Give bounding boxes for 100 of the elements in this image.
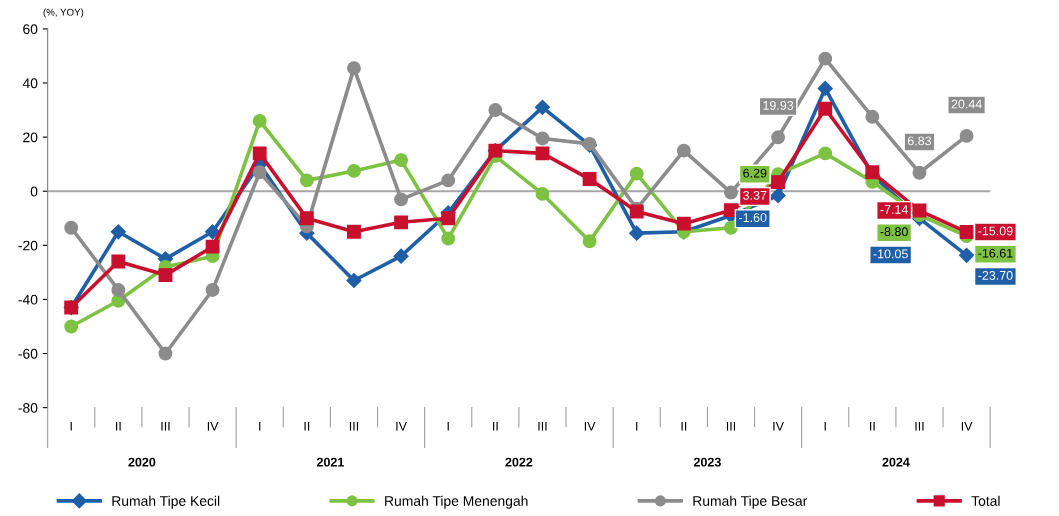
data-label: -7.14 (880, 205, 908, 214)
point (959, 247, 975, 263)
point (346, 272, 362, 289)
point (629, 166, 644, 181)
point (347, 224, 361, 239)
point (818, 101, 833, 116)
point (111, 283, 126, 297)
point (299, 211, 314, 226)
x-tick-label: IV (584, 421, 596, 431)
point (393, 248, 409, 264)
data-label: 6.29 (743, 168, 767, 178)
data-label: 3.37 (743, 190, 767, 200)
point (158, 268, 173, 283)
point (64, 319, 79, 334)
x-tick-label: IV (207, 421, 219, 431)
point (959, 225, 974, 239)
data-label: -16.61 (978, 248, 1013, 258)
x-tick-label: I (636, 421, 638, 431)
y-tick-label: -60 (18, 348, 38, 359)
point (629, 225, 645, 241)
point (347, 163, 361, 178)
point (771, 175, 786, 190)
data-label: 6.83 (907, 136, 932, 146)
x-tick-label: III (915, 421, 924, 431)
data-label: -8.80 (880, 227, 908, 237)
legend-label: Rumah Tipe Menengah (385, 495, 528, 509)
x-tick-label: IV (773, 421, 784, 431)
data-label: -1.60 (739, 213, 767, 222)
point (64, 220, 79, 235)
text: 2024 (882, 457, 910, 467)
point (441, 173, 456, 188)
point (111, 254, 126, 269)
point (394, 153, 409, 168)
point (865, 109, 880, 124)
y-tick-label: 60 (23, 24, 38, 35)
text: 2022 (505, 457, 533, 467)
point (676, 216, 691, 231)
point (252, 113, 267, 128)
x-tick-label: I (447, 421, 449, 431)
point (205, 239, 220, 254)
point (347, 61, 361, 76)
point (818, 51, 833, 66)
point (535, 131, 550, 146)
legend-label: Total (971, 495, 1000, 506)
point (534, 99, 551, 115)
point (817, 80, 833, 96)
x-tick-label: I (824, 421, 826, 431)
data-label: -15.09 (978, 226, 1013, 236)
legend-label: Rumah Tipe Besar (693, 495, 808, 509)
point (770, 187, 786, 204)
legend-label: Rumah Tipe Kecil (112, 495, 220, 509)
data-label: 20.44 (951, 99, 982, 109)
y-tick-label: 40 (22, 78, 38, 89)
x-tick-label: IV (961, 421, 973, 431)
point (676, 143, 691, 158)
point (394, 215, 409, 230)
point (582, 234, 597, 249)
x-tick-label: II (116, 421, 121, 431)
text: 2020 (128, 457, 156, 467)
x-tick-label: II (681, 421, 687, 431)
point (912, 165, 927, 180)
point (110, 224, 126, 240)
y-axis-title: (%, YOY) (43, 8, 84, 18)
x-tick-label: IV (396, 421, 407, 431)
x-tick-label: II (493, 421, 498, 431)
point (394, 192, 409, 207)
x-tick-label: I (259, 421, 261, 431)
point (158, 346, 173, 361)
point (959, 128, 974, 143)
x-tick-label: III (161, 421, 170, 431)
point (441, 211, 456, 226)
point (252, 146, 267, 161)
x-tick-label: I (70, 421, 72, 431)
y-tick-label: 20 (23, 132, 38, 143)
point (535, 186, 550, 201)
text: 2021 (316, 457, 344, 467)
point (441, 231, 456, 246)
point (724, 203, 738, 218)
point (724, 220, 738, 235)
point (724, 185, 738, 200)
data-label: -23.70 (978, 270, 1013, 280)
y-tick-label: -80 (18, 402, 38, 413)
point (252, 165, 267, 180)
point (299, 173, 314, 188)
x-tick-label: III (349, 421, 359, 431)
point (582, 172, 597, 186)
y-tick-label: 0 (30, 186, 38, 197)
point (535, 146, 550, 161)
data-label: 19.93 (763, 100, 794, 110)
y-tick-label: -40 (18, 294, 38, 305)
x-tick-label: III (538, 421, 547, 431)
point (771, 130, 786, 145)
y-tick-label: -20 (18, 240, 38, 251)
point (205, 283, 220, 297)
text: 2023 (693, 457, 721, 467)
x-tick-label: III (726, 421, 736, 431)
point (818, 146, 833, 161)
point (205, 224, 221, 240)
point (488, 103, 503, 118)
x-tick-label: II (870, 421, 875, 431)
